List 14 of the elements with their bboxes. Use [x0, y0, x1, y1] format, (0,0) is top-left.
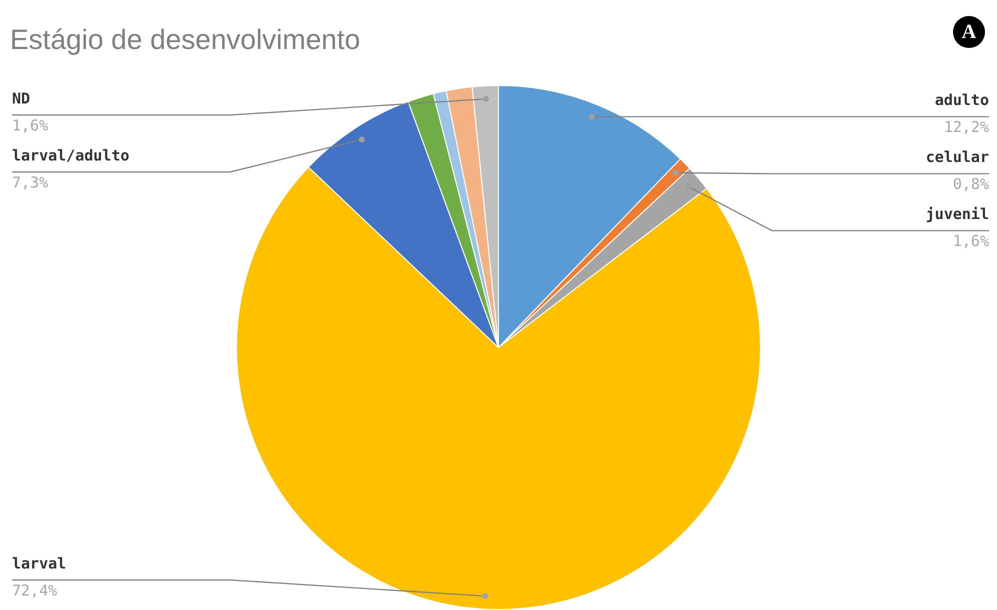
data-label: 1,6% [12, 116, 48, 134]
text: A [953, 16, 985, 48]
slice-label: juvenil [926, 205, 989, 224]
slice-label: adulto [934, 91, 989, 110]
chart-title: Estágio de desenvolvimento [10, 24, 360, 56]
data-label: 7,3% [12, 173, 48, 192]
data-label: 1,6% [952, 232, 989, 250]
slice-label: larval/adulto [12, 146, 130, 164]
slice-label: larval [12, 554, 66, 572]
data-label: 12,2% [944, 118, 989, 136]
slice-label: ND [12, 89, 30, 108]
data-label: 72,4% [12, 581, 58, 600]
slice-label: celular [926, 148, 989, 166]
data-label: 0,8% [952, 175, 989, 194]
